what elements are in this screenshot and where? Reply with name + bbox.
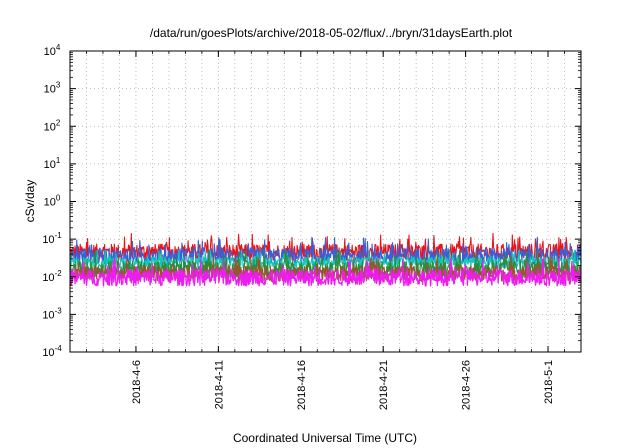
y-tick-label: 10-2: [42, 269, 62, 284]
series-line: [69, 258, 582, 287]
x-tick-label: 2018-4-21: [378, 360, 390, 410]
y-tick-label: 102: [44, 118, 61, 133]
y-tick-label: 103: [44, 81, 61, 96]
x-tick-label: 2018-4-6: [131, 360, 143, 404]
x-axis: 2018-4-6 2018-4-11 2018-4-16 2018-4-21 2018-…: [86, 51, 565, 410]
grid-lines: [70, 51, 581, 352]
y-tick-label: 10-3: [42, 306, 62, 321]
series-line: [69, 249, 582, 278]
y-tick-label: 10-1: [42, 231, 62, 246]
y-tick-label: 104: [44, 43, 61, 58]
y-axis-label: cSv/day: [23, 180, 37, 223]
x-tick-label: 2018-4-26: [461, 360, 473, 410]
x-tick-label: 2018-4-16: [296, 360, 308, 410]
x-tick-label: 2018-4-11: [213, 360, 225, 409]
y-axis: 10-4 10-3 10-2 10-1 100 101 102 103 104: [42, 43, 581, 359]
x-axis-label: Coordinated Universal Time (UTC): [233, 431, 417, 445]
y-tick-label: 10-4: [42, 344, 62, 359]
data-series: [69, 232, 582, 287]
x-tick-label: 2018-5-1: [543, 360, 555, 404]
y-tick-label: 100: [44, 194, 61, 209]
chart-title: /data/run/goesPlots/archive/2018-05-02/f…: [150, 26, 513, 40]
y-tick-label: 101: [44, 156, 61, 171]
